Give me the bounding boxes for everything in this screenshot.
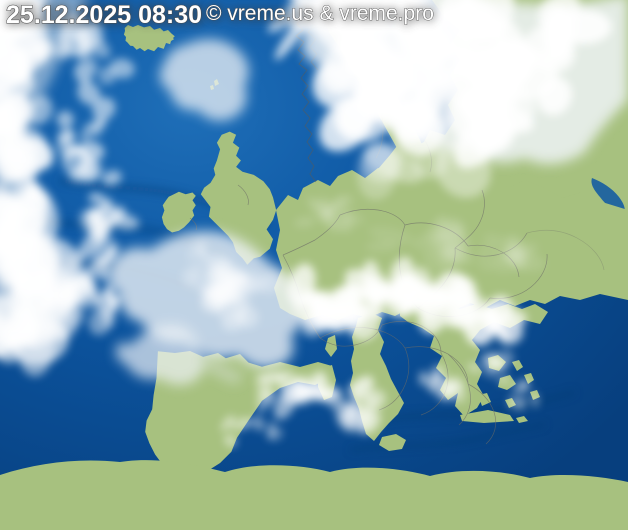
svg-text:25.12.2025 08:30: 25.12.2025 08:30: [6, 1, 202, 29]
svg-text:© vreme.us & vreme.pro: © vreme.us & vreme.pro: [206, 2, 434, 25]
